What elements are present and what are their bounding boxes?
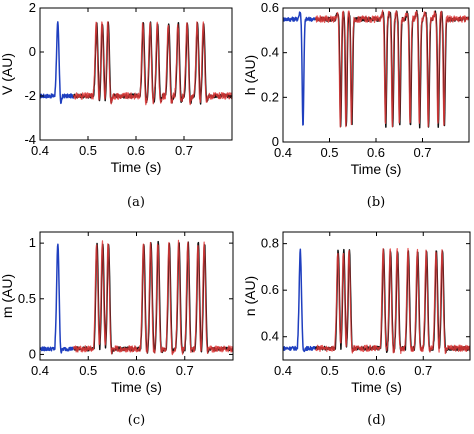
caption-b: (b): [367, 195, 385, 210]
plot-area-b: [283, 9, 469, 129]
panel-d: Time (s) n (AU) (d) 0.4 0.5 0.6 0.7 0.4 0.6 0.…: [242, 231, 471, 428]
series-line-d-2: [315, 247, 470, 355]
x-tick-label-d-2: 0.6: [367, 363, 385, 378]
caption-c: (c): [128, 413, 145, 428]
panel-a: Time (s) V (AU) (a) 0.4 0.5 0.6 0.7 -4 -2 0 2: [0, 0, 233, 210]
y-tick-label-d-1: 0.6: [261, 282, 279, 297]
x-tick-label-d-0: 0.4: [274, 363, 292, 378]
x-tick-label-c-1: 0.5: [79, 363, 97, 378]
y-tick-label-d-0: 0.4: [261, 329, 279, 344]
y-axis-title-d: n (AU): [242, 276, 258, 316]
plot-area-d: [283, 247, 470, 355]
y-tick-label-b-0: 0: [272, 134, 279, 149]
series-line-a-2: [73, 21, 232, 106]
series-line-b-0: [283, 11, 317, 126]
x-tick-label-a-0: 0.4: [31, 143, 49, 158]
x-tick-label-b-1: 0.5: [320, 145, 338, 160]
y-tick-label-a-3: 2: [29, 0, 36, 15]
y-tick-label-a-2: 0: [29, 44, 36, 59]
series-line-a-0: [40, 21, 75, 105]
x-tick-label-a-1: 0.5: [79, 143, 97, 158]
y-tick-label-c-1: 0.5: [18, 291, 36, 306]
y-tick-label-a-0: -4: [24, 132, 36, 147]
y-tick-label-b-1: 0.2: [261, 89, 279, 104]
plot-area-a: [40, 21, 232, 106]
x-tick-label-a-3: 0.7: [175, 143, 193, 158]
y-tick-label-a-1: -2: [24, 88, 36, 103]
axes-frame-b: [282, 7, 470, 143]
x-tick-label-a-2: 0.6: [127, 143, 145, 158]
series-line-d-0: [283, 248, 317, 353]
x-tick-label-c-0: 0.4: [31, 363, 49, 378]
y-tick-label-c-2: 1: [29, 235, 36, 250]
x-tick-label-c-3: 0.7: [176, 363, 194, 378]
y-tick-label-b-3: 0.6: [261, 0, 279, 15]
x-axis-title-b: Time (s): [351, 161, 402, 177]
y-tick-label-b-2: 0.4: [261, 45, 279, 60]
x-axis-title-d: Time (s): [351, 379, 402, 395]
x-tick-label-b-2: 0.6: [367, 145, 385, 160]
y-tick-label-c-0: 0: [29, 346, 36, 361]
x-tick-label-b-0: 0.4: [274, 145, 292, 160]
x-tick-label-d-1: 0.5: [321, 363, 339, 378]
panel-b: Time (s) h (AU) (b) 0.4 0.5 0.6 0.7 0 0.2 0.4 0…: [242, 0, 470, 210]
series-line-c-0: [40, 243, 75, 354]
panel-c: Time (s) m (AU) (c) 0.4 0.5 0.6 0.7 0 0.5 1: [0, 231, 234, 428]
x-tick-label-c-2: 0.6: [127, 363, 145, 378]
series-line-c-2: [73, 239, 233, 356]
x-axis-title-a: Time (s): [111, 159, 162, 175]
x-tick-label-d-3: 0.7: [414, 363, 432, 378]
x-tick-label-b-3: 0.7: [413, 145, 431, 160]
caption-a: (a): [127, 195, 145, 210]
plot-area-c: [40, 239, 233, 356]
y-tick-label-d-2: 0.8: [261, 236, 279, 251]
y-axis-title-c: m (AU): [0, 274, 15, 318]
y-axis-title-a: V (AU): [0, 53, 15, 95]
y-axis-title-b: h (AU): [242, 55, 258, 95]
caption-d: (d): [367, 413, 385, 428]
x-axis-title-c: Time (s): [111, 379, 162, 395]
series-line-b-2: [314, 9, 469, 128]
